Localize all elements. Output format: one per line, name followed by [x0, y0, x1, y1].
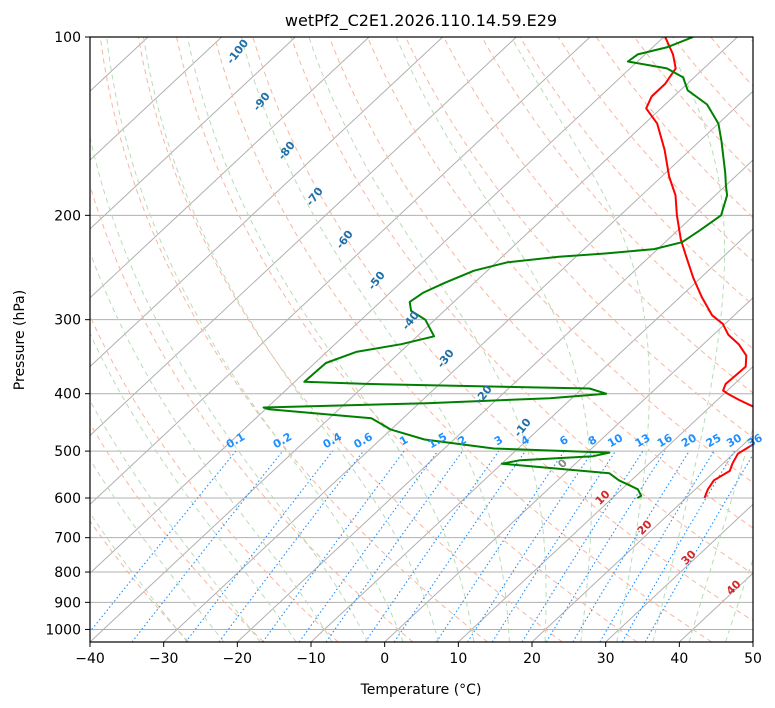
- x-tick-label: 10: [449, 651, 467, 667]
- isotherm-line: [90, 37, 665, 574]
- y-tick-label: 400: [54, 387, 81, 403]
- isotherm-line: [90, 37, 296, 230]
- dry-adiabat-line: [328, 37, 753, 529]
- mixing-ratio-line: [521, 450, 644, 642]
- mixing-ratio-line: [218, 450, 364, 642]
- moist-adiabat-line: [90, 332, 297, 642]
- moist-adiabat-line: [90, 135, 369, 642]
- mixing-ratio-line: [572, 450, 690, 642]
- isotherm-line: [90, 37, 223, 161]
- x-tick-label: −30: [149, 651, 179, 667]
- isotherm-line: [236, 159, 753, 642]
- moist-adiabat-line: [90, 458, 225, 642]
- moist-adiabat-line: [308, 37, 547, 642]
- moist-adiabat-line: [240, 37, 510, 642]
- mixing-ratio-line: [435, 450, 565, 642]
- mixing-ratio-line: [90, 450, 237, 633]
- y-tick-label: 600: [54, 491, 81, 507]
- dry-adiabat-line: [90, 183, 414, 642]
- isotherm-line: [531, 434, 753, 642]
- isotherm-line: [90, 37, 517, 437]
- x-tick-label: 50: [744, 651, 762, 667]
- mixing-ratio-line: [364, 450, 500, 642]
- x-tick-label: −10: [296, 651, 326, 667]
- plot-frame: [89, 36, 754, 643]
- y-tick-label: 300: [54, 313, 81, 329]
- moist-adiabat-line: [395, 37, 592, 642]
- x-axis: −40 −30 −20 −10 0 10 20 30 40 50: [75, 642, 762, 667]
- dry-adiabat-line: [214, 37, 712, 642]
- y-tick-label: 1000: [45, 622, 81, 638]
- y-tick-label: 800: [54, 565, 81, 581]
- dry-adiabat-line: [252, 37, 753, 622]
- x-tick-label: −40: [75, 651, 105, 667]
- isotherm-line: [90, 37, 591, 505]
- background-lines: [90, 37, 753, 642]
- mixing-ratio-line: [298, 450, 439, 642]
- mixing-ratio-line: [467, 450, 594, 642]
- dry-adiabat-line: [481, 37, 753, 350]
- isotherm-line: [384, 297, 753, 642]
- x-tick-label: −20: [223, 651, 253, 667]
- dry-adiabat-line: [519, 37, 753, 306]
- y-tick-label: 900: [54, 595, 81, 611]
- mixing-ratio-line: [491, 450, 616, 642]
- mixing-ratio-line: [545, 450, 666, 642]
- y-axis-label: Pressure (hPa): [12, 290, 28, 390]
- moist-adiabat-line: [90, 250, 333, 642]
- mixing-ratio-line: [325, 450, 464, 642]
- moist-adiabat-line: [143, 37, 439, 642]
- isotherm-line: [163, 90, 753, 642]
- y-tick-label: 700: [54, 531, 81, 547]
- y-tick-label: 200: [54, 208, 81, 224]
- dry-adiabat-line: [176, 37, 638, 642]
- x-tick-label: 20: [523, 651, 541, 667]
- dewpoint-profile-line: [262, 37, 729, 499]
- moist-adiabat-line: [106, 37, 404, 642]
- isotherm-line: [90, 37, 370, 299]
- temperature-profile-line: [645, 37, 753, 499]
- x-tick-label: 40: [670, 651, 688, 667]
- chart-title: wetPf2_C2E1.2026.110.14.59.E29: [285, 11, 557, 31]
- isotherm-line: [90, 37, 738, 642]
- x-tick-label: 0: [380, 651, 389, 667]
- isotherm-line: [90, 37, 444, 368]
- isotherm-line: [605, 503, 753, 642]
- mixing-ratio-line: [262, 450, 405, 642]
- y-tick-label: 500: [54, 444, 81, 460]
- dry-adiabat-line: [137, 37, 563, 642]
- isotherm-line: [457, 365, 753, 642]
- mixing-ratio-line: [393, 450, 526, 642]
- series-lines: [262, 37, 753, 499]
- dry-adiabat-line: [366, 37, 753, 484]
- moist-adiabat-line: [510, 37, 650, 642]
- x-axis-label: Temperature (°C): [360, 682, 482, 698]
- x-tick-label: 30: [597, 651, 615, 667]
- dry-adiabat-line: [99, 37, 488, 642]
- y-tick-label: 100: [54, 30, 81, 46]
- y-axis: 100 200 300 400 500 600 700 800 900 1000: [45, 30, 90, 638]
- dry-adiabat-line: [90, 520, 190, 642]
- dry-adiabat-line: [290, 37, 753, 575]
- dry-adiabat-line: [90, 422, 264, 642]
- moist-adiabat-line: [187, 37, 475, 642]
